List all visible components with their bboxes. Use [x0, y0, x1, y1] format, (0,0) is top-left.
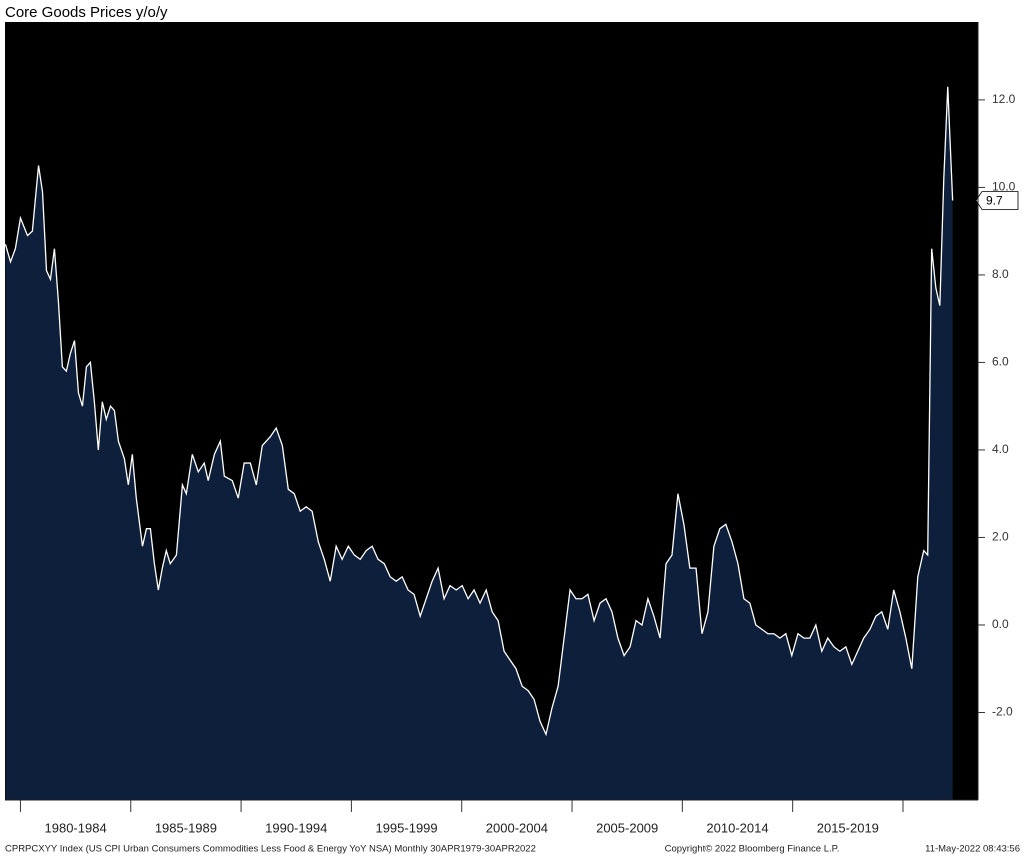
footer-timestamp: 11-May-2022 08:43:56	[925, 844, 1020, 855]
x-band-label: 2015-2019	[817, 820, 879, 835]
x-band-label: 1985-1989	[155, 820, 217, 835]
y-tick-label: 12.0	[992, 92, 1016, 106]
x-band-label: 1980-1984	[45, 820, 107, 835]
y-tick-label: 6.0	[992, 355, 1009, 369]
footer-copyright: Copyright© 2022 Bloomberg Finance L.P.	[665, 844, 840, 855]
x-band-label: 2000-2004	[486, 820, 548, 835]
last-value-label: 9.7	[986, 194, 1003, 208]
x-band-label: 2005-2009	[596, 820, 658, 835]
y-tick-label: 4.0	[992, 442, 1009, 456]
x-band-label: 2010-2014	[706, 820, 768, 835]
last-value-box	[975, 191, 1019, 210]
footer-source: CPRPCXYY Index (US CPI Urban Consumers C…	[5, 844, 536, 855]
y-tick-label: 8.0	[992, 267, 1009, 281]
chart-title: Core Goods Prices y/o/y	[5, 4, 168, 21]
y-tick-label: 2.0	[992, 530, 1009, 544]
y-tick-label: 10.0	[992, 180, 1016, 194]
x-band-label: 1990-1994	[265, 820, 327, 835]
area-fill	[5, 86, 953, 800]
y-tick-label: -2.0	[992, 705, 1013, 719]
area-line	[4, 86, 954, 737]
y-tick-label: 0.0	[992, 617, 1009, 631]
x-band-label: 1995-1999	[375, 820, 437, 835]
